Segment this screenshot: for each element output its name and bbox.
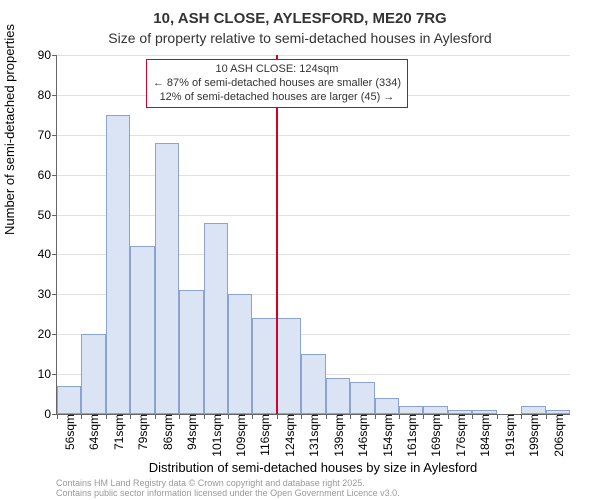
histogram-bar xyxy=(326,378,350,414)
ytick-label: 50 xyxy=(38,208,57,222)
xtick-mark xyxy=(204,414,205,419)
xtick-label: 64sqm xyxy=(85,414,101,450)
gridline xyxy=(57,175,570,176)
xtick-label: 169sqm xyxy=(427,414,443,457)
xtick-label: 94sqm xyxy=(183,414,199,450)
xtick-label: 56sqm xyxy=(61,414,77,450)
annotation-line2: ← 87% of semi-detached houses are smalle… xyxy=(153,77,401,91)
ytick-label: 20 xyxy=(38,327,57,341)
histogram-bar xyxy=(204,223,228,414)
xtick-mark xyxy=(81,414,82,419)
ytick-label: 10 xyxy=(38,367,57,381)
xtick-label: 116sqm xyxy=(256,414,272,456)
xtick-label: 206sqm xyxy=(550,414,566,457)
xtick-mark xyxy=(301,414,302,419)
ytick-label: 80 xyxy=(38,88,57,102)
ytick-label: 40 xyxy=(38,247,57,261)
xtick-mark xyxy=(57,414,58,419)
xtick-label: 154sqm xyxy=(379,414,395,457)
x-axis-label: Distribution of semi-detached houses by … xyxy=(56,460,570,475)
xtick-mark xyxy=(252,414,253,419)
ytick-label: 0 xyxy=(44,407,57,421)
histogram-bar xyxy=(521,406,545,414)
xtick-mark xyxy=(472,414,473,419)
gridline xyxy=(57,215,570,216)
histogram-bar xyxy=(399,406,423,414)
histogram-chart: 10, ASH CLOSE, AYLESFORD, ME20 7RG Size … xyxy=(0,0,600,500)
chart-title-line2: Size of property relative to semi-detach… xyxy=(0,30,600,46)
histogram-bar xyxy=(130,246,154,414)
histogram-bar xyxy=(252,318,276,414)
credits-line1: Contains HM Land Registry data © Crown c… xyxy=(56,478,400,488)
xtick-label: 191sqm xyxy=(501,414,517,457)
ytick-label: 90 xyxy=(38,48,57,62)
xtick-mark xyxy=(228,414,229,419)
xtick-mark xyxy=(155,414,156,419)
histogram-bar xyxy=(155,143,179,414)
xtick-label: 86sqm xyxy=(159,414,175,450)
xtick-label: 184sqm xyxy=(476,414,492,457)
histogram-bar xyxy=(277,318,301,414)
xtick-mark xyxy=(375,414,376,419)
ytick-label: 60 xyxy=(38,168,57,182)
credits: Contains HM Land Registry data © Crown c… xyxy=(56,478,400,499)
annotation-box: 10 ASH CLOSE: 124sqm← 87% of semi-detach… xyxy=(146,59,408,108)
chart-title-line1: 10, ASH CLOSE, AYLESFORD, ME20 7RG xyxy=(0,10,600,27)
xtick-mark xyxy=(399,414,400,419)
annotation-line1: 10 ASH CLOSE: 124sqm xyxy=(153,63,401,77)
ytick-label: 30 xyxy=(38,287,57,301)
histogram-bar xyxy=(375,398,399,414)
xtick-label: 131sqm xyxy=(305,414,321,457)
histogram-bar xyxy=(106,115,130,414)
xtick-mark xyxy=(130,414,131,419)
xtick-mark xyxy=(448,414,449,419)
xtick-mark xyxy=(179,414,180,419)
y-axis-label: Number of semi-detached properties xyxy=(2,24,17,235)
xtick-label: 101sqm xyxy=(208,414,224,457)
plot-area: 010203040506070809056sqm64sqm71sqm79sqm8… xyxy=(56,55,570,415)
xtick-label: 71sqm xyxy=(110,414,126,450)
histogram-bar xyxy=(81,334,105,414)
ytick-label: 70 xyxy=(38,128,57,142)
annotation-line3: 12% of semi-detached houses are larger (… xyxy=(153,91,401,105)
histogram-bar xyxy=(228,294,252,414)
xtick-label: 139sqm xyxy=(330,414,346,457)
xtick-mark xyxy=(546,414,547,419)
xtick-label: 124sqm xyxy=(281,414,297,457)
credits-line2: Contains public sector information licen… xyxy=(56,488,400,498)
xtick-label: 79sqm xyxy=(134,414,150,450)
xtick-mark xyxy=(350,414,351,419)
xtick-label: 176sqm xyxy=(452,414,468,457)
xtick-label: 109sqm xyxy=(232,414,248,457)
xtick-mark xyxy=(423,414,424,419)
xtick-label: 199sqm xyxy=(525,414,541,457)
xtick-mark xyxy=(106,414,107,419)
histogram-bar xyxy=(301,354,325,414)
xtick-mark xyxy=(277,414,278,419)
gridline xyxy=(57,135,570,136)
xtick-mark xyxy=(497,414,498,419)
histogram-bar xyxy=(423,406,447,414)
xtick-label: 146sqm xyxy=(354,414,370,457)
xtick-label: 161sqm xyxy=(403,414,419,457)
marker-line xyxy=(276,55,278,414)
gridline xyxy=(57,55,570,56)
xtick-mark xyxy=(521,414,522,419)
histogram-bar xyxy=(350,382,374,414)
histogram-bar xyxy=(179,290,203,414)
xtick-mark xyxy=(326,414,327,419)
histogram-bar xyxy=(57,386,81,414)
